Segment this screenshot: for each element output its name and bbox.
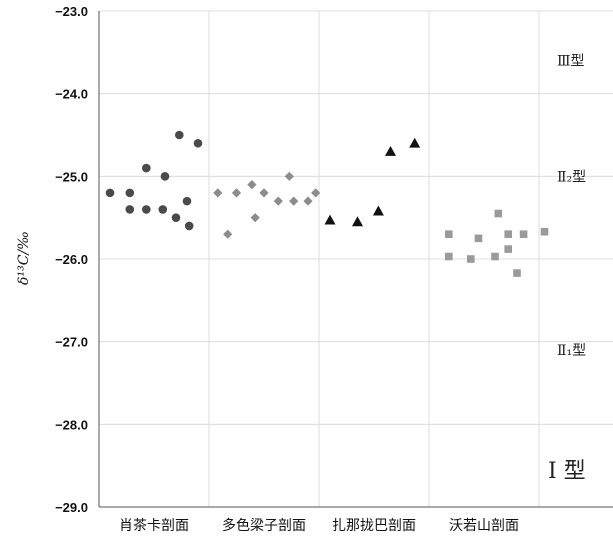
- data-point-circle: [160, 172, 170, 181]
- y-tick-label: −23.0: [55, 4, 88, 19]
- data-point-square: [540, 227, 549, 236]
- y-tick-label: −28.0: [55, 417, 88, 432]
- type-annotations: Ⅲ型 Ⅱ₂型 Ⅱ₁型 Ⅰ 型: [548, 54, 586, 484]
- data-point-triangle: [352, 216, 363, 227]
- data-point-diamond: [231, 188, 242, 198]
- data-point-triangle: [324, 214, 336, 225]
- data-point-diamond: [247, 180, 257, 190]
- y-tick-label: −29.0: [55, 500, 88, 515]
- axes: [98, 11, 613, 508]
- data-point-circle: [142, 163, 151, 173]
- data-point-square: [467, 255, 475, 263]
- data-point-circle: [142, 205, 151, 214]
- y-tick-label: −27.0: [55, 335, 88, 350]
- data-point-diamond: [311, 188, 321, 198]
- data-point-diamond: [289, 196, 299, 206]
- data-point-circle: [175, 130, 184, 140]
- data-point-square: [491, 252, 499, 261]
- data-point-square: [445, 230, 453, 238]
- data-point-diamond: [259, 188, 269, 198]
- y-tick-labels: −23.0 −24.0 −25.0 −26.0 −27.0 −28.0 −29.0: [55, 4, 88, 515]
- data-point-square: [445, 252, 453, 261]
- data-point-square: [504, 245, 512, 253]
- data-points: [105, 130, 549, 277]
- data-point-circle: [105, 188, 115, 198]
- y-tick-label: −26.0: [55, 252, 88, 267]
- data-point-diamond: [223, 229, 233, 239]
- data-point-circle: [125, 188, 135, 198]
- y-tick-label: −25.0: [55, 169, 88, 184]
- type-annotation: Ⅰ 型: [548, 459, 586, 484]
- data-point-square: [474, 234, 483, 243]
- category-label: 肖茶卡剖面: [119, 518, 189, 534]
- category-label: 沃若山剖面: [449, 518, 519, 534]
- data-point-triangle: [409, 137, 421, 148]
- data-point-square: [494, 209, 503, 218]
- data-point-diamond: [284, 171, 294, 181]
- data-point-square: [513, 269, 521, 277]
- data-point-square: [519, 230, 528, 238]
- data-point-circle: [184, 221, 194, 231]
- data-point-triangle: [372, 205, 384, 216]
- y-axis-label: δ¹³C/‰: [16, 231, 32, 285]
- type-annotation: Ⅲ型: [557, 54, 585, 70]
- data-point-diamond: [303, 196, 313, 206]
- data-point-circle: [182, 196, 192, 206]
- data-point-diamond: [250, 213, 260, 223]
- data-point-circle: [171, 213, 181, 222]
- data-point-circle: [125, 205, 135, 214]
- data-point-square: [504, 230, 512, 238]
- category-label: 多色梁子剖面: [222, 517, 306, 534]
- data-point-diamond: [273, 196, 283, 206]
- data-point-diamond: [213, 188, 223, 198]
- data-point-circle: [193, 138, 203, 148]
- category-label: 扎那拢巴剖面: [332, 518, 416, 534]
- data-point-triangle: [385, 146, 396, 156]
- data-point-circle: [158, 205, 168, 214]
- type-annotation: Ⅱ₂型: [557, 169, 586, 185]
- type-annotation: Ⅱ₁型: [557, 343, 586, 359]
- y-tick-label: −24.0: [55, 87, 88, 102]
- category-labels: 肖茶卡剖面 多色梁子剖面 扎那拢巴剖面 沃若山剖面: [119, 517, 519, 534]
- grid-lines: [99, 10, 613, 508]
